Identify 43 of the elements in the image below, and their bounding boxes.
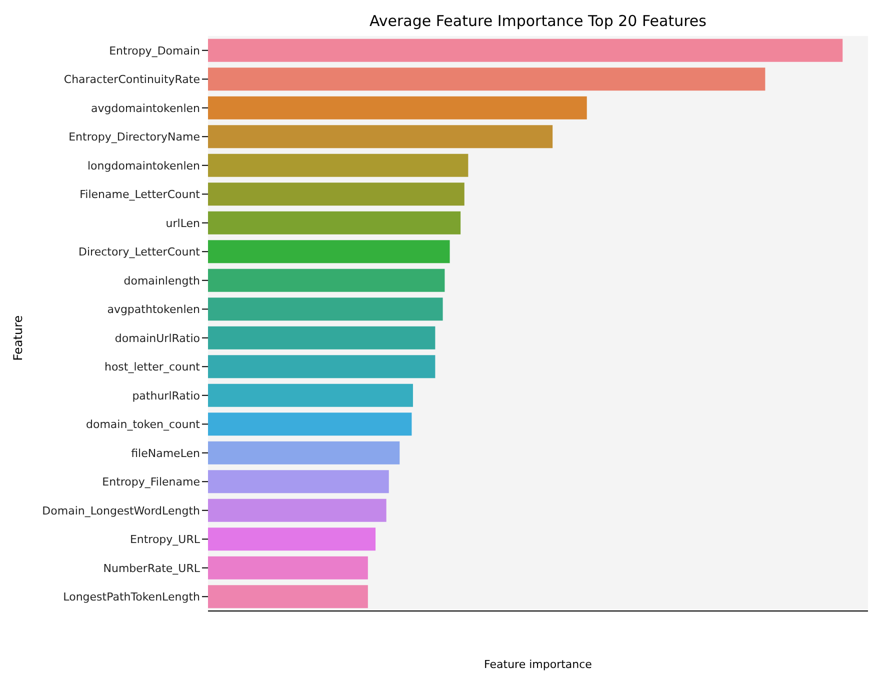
bar <box>208 268 445 292</box>
bar <box>208 298 443 321</box>
bar <box>208 470 389 494</box>
y-tick-label: host_letter_count <box>104 360 201 374</box>
y-tick-label: Entropy_URL <box>130 533 201 546</box>
bar <box>208 498 386 522</box>
y-tick-label: Entropy_DirectoryName <box>68 130 200 144</box>
y-tick-label: NumberRate_URL <box>103 562 201 575</box>
y-tick-label: avgpathtokenlen <box>107 303 200 316</box>
y-tick-label: Entropy_Filename <box>102 476 200 489</box>
bar <box>208 125 553 148</box>
bar <box>208 528 376 551</box>
bar <box>208 96 587 120</box>
bar <box>208 38 843 62</box>
bar <box>208 211 461 234</box>
y-axis-title: Feature <box>11 314 25 362</box>
x-axis-title: Feature importance <box>483 658 593 671</box>
bar <box>208 326 436 350</box>
bar <box>208 384 413 407</box>
y-tick-label: Domain_LongestWordLength <box>42 504 200 518</box>
y-tick-label: domainUrlRatio <box>114 332 200 345</box>
y-tick-label: fileNameLen <box>131 446 200 460</box>
bar <box>208 412 412 436</box>
y-tick-label: domainlength <box>124 274 200 288</box>
y-tick-label: Entropy_Domain <box>109 44 200 58</box>
y-tick-label: LongestPathTokenLength <box>63 590 200 604</box>
y-tick-label: domain_token_count <box>86 418 201 432</box>
y-tick-label: longdomaintokenlen <box>88 159 200 172</box>
y-tick-label: pathurlRatio <box>132 389 200 402</box>
y-tick-label: CharacterContinuityRate <box>64 73 200 86</box>
bar <box>208 556 368 580</box>
y-tick-label: Directory_LetterCount <box>78 246 201 259</box>
bar <box>208 441 400 464</box>
bar <box>208 154 468 177</box>
y-tick-label: avgdomaintokenlen <box>91 102 200 115</box>
bar <box>208 240 450 264</box>
y-tick-label: Filename_LetterCount <box>80 188 201 202</box>
y-tick-label: urlLen <box>166 216 200 230</box>
bar <box>208 68 766 91</box>
bar <box>208 182 464 206</box>
chart-title: Average Feature Importance Top 20 Features <box>368 12 708 30</box>
bar <box>208 355 436 378</box>
bar <box>208 585 368 608</box>
